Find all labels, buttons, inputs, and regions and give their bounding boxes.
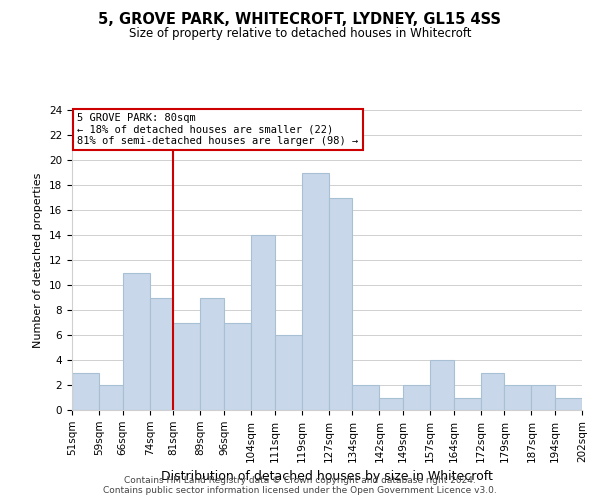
Bar	[122, 272, 149, 410]
Bar	[505, 385, 532, 410]
Bar	[251, 235, 275, 410]
Text: 5, GROVE PARK, WHITECROFT, LYDNEY, GL15 4SS: 5, GROVE PARK, WHITECROFT, LYDNEY, GL15 …	[98, 12, 502, 28]
Text: 5 GROVE PARK: 80sqm
← 18% of detached houses are smaller (22)
81% of semi-detach: 5 GROVE PARK: 80sqm ← 18% of detached ho…	[77, 113, 358, 146]
Bar	[481, 372, 505, 410]
Bar	[329, 198, 352, 410]
Bar	[454, 398, 481, 410]
Text: Size of property relative to detached houses in Whitecroft: Size of property relative to detached ho…	[129, 28, 471, 40]
Text: Contains public sector information licensed under the Open Government Licence v3: Contains public sector information licen…	[103, 486, 497, 495]
Y-axis label: Number of detached properties: Number of detached properties	[34, 172, 43, 348]
Bar	[275, 335, 302, 410]
Bar	[532, 385, 555, 410]
Bar	[149, 298, 173, 410]
Text: Contains HM Land Registry data © Crown copyright and database right 2024.: Contains HM Land Registry data © Crown c…	[124, 476, 476, 485]
Bar	[99, 385, 122, 410]
Bar	[173, 322, 200, 410]
Bar	[379, 398, 403, 410]
Bar	[224, 322, 251, 410]
Bar	[72, 372, 99, 410]
Bar	[555, 398, 582, 410]
Bar	[403, 385, 430, 410]
X-axis label: Distribution of detached houses by size in Whitecroft: Distribution of detached houses by size …	[161, 470, 493, 483]
Bar	[430, 360, 454, 410]
Bar	[200, 298, 224, 410]
Bar	[302, 172, 329, 410]
Bar	[352, 385, 379, 410]
